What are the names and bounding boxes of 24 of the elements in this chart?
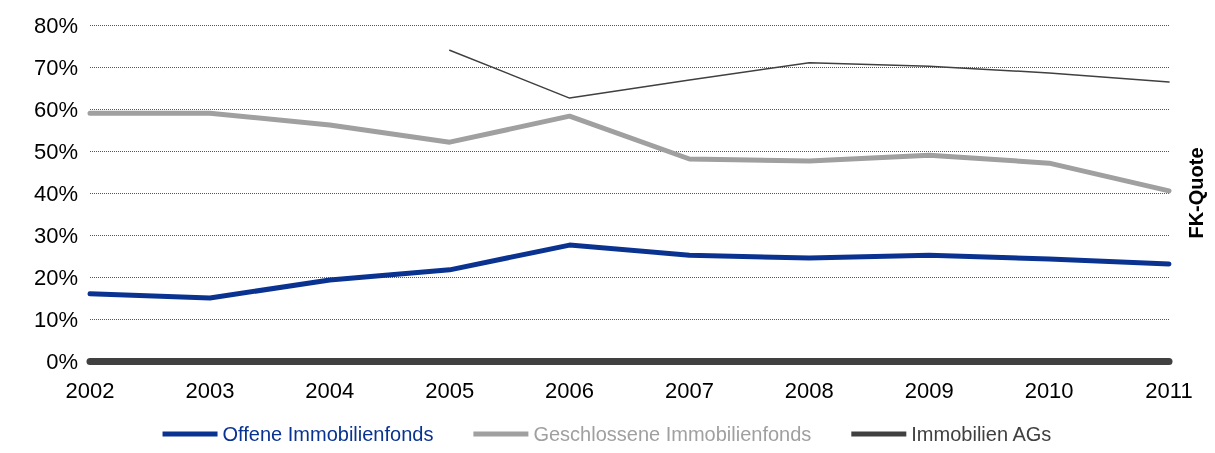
x-tick-label: 2008 bbox=[784, 377, 834, 403]
y-tick-label: 70% bbox=[33, 54, 78, 80]
x-tick-label: 2010 bbox=[1024, 377, 1074, 403]
line-series bbox=[448, 49, 1170, 99]
legend-label: Immobilien AGs bbox=[911, 423, 1052, 445]
x-tick-label: 2005 bbox=[425, 377, 475, 403]
y-tick-label: 60% bbox=[33, 96, 78, 122]
y-tick-label: 10% bbox=[33, 306, 78, 332]
x-tick-label: 2009 bbox=[904, 377, 954, 403]
x-tick-label: 2002 bbox=[65, 377, 115, 403]
y-tick-label: 50% bbox=[33, 138, 78, 164]
y-tick-label: 80% bbox=[33, 12, 78, 38]
y-tick-label: 40% bbox=[33, 180, 78, 206]
x-tick-label: 2011 bbox=[1145, 377, 1193, 403]
y-tick-label: 20% bbox=[33, 264, 78, 290]
x-tick-label: 2004 bbox=[305, 377, 355, 403]
y-tick-label: 30% bbox=[33, 222, 78, 248]
x-tick-label: 2007 bbox=[664, 377, 714, 403]
y-tick-label: 0% bbox=[46, 348, 78, 374]
legend-label: Geschlossene Immobilienfonds bbox=[533, 423, 812, 445]
x-tick-label: 2006 bbox=[545, 377, 595, 403]
legend-label: Offene Immobilienfonds bbox=[222, 423, 434, 445]
y-axis-title: FK-Quote bbox=[1185, 147, 1207, 239]
x-tick-label: 2003 bbox=[185, 377, 235, 403]
